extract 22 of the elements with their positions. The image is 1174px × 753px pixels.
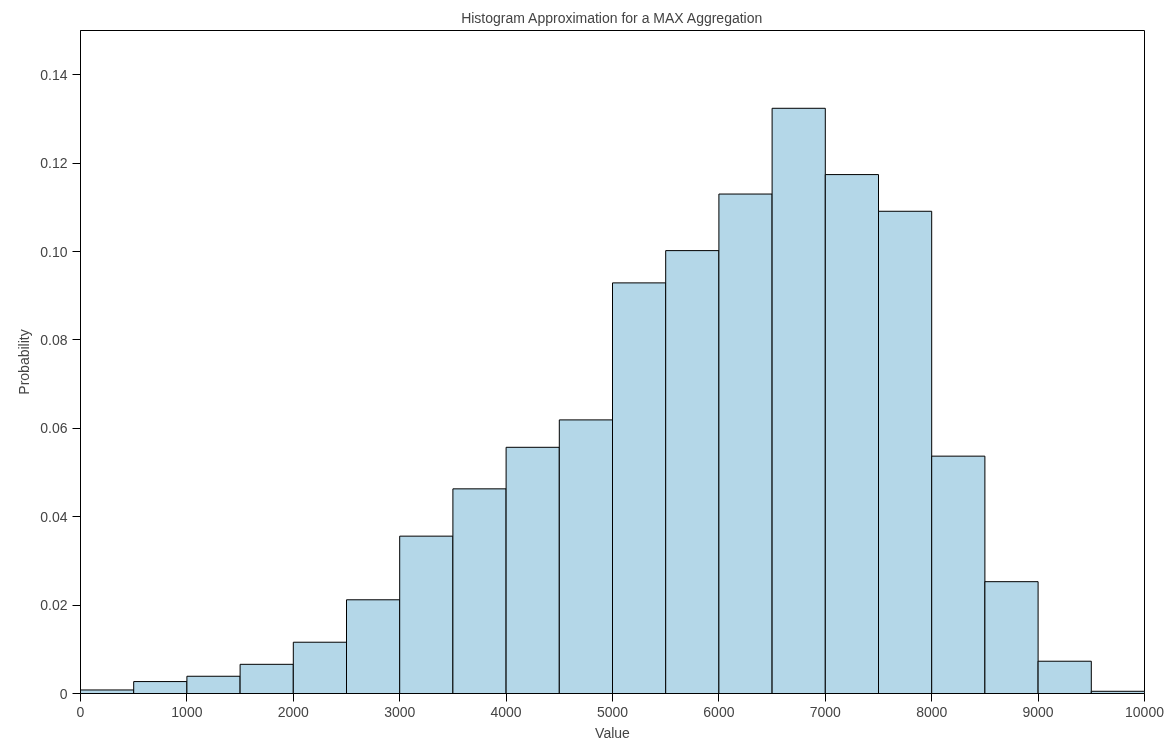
- x-tick-label: 3000: [384, 703, 416, 720]
- x-axis-title: Value: [595, 724, 631, 741]
- x-tick-label: 4000: [490, 703, 522, 720]
- chart-title: Histogram Approximation for a MAX Aggregation: [461, 9, 763, 26]
- x-tick-label: 9000: [1022, 703, 1054, 720]
- y-tick-label: 0: [59, 685, 68, 702]
- x-tick-label: 6000: [703, 703, 735, 720]
- x-tick-label: 5000: [596, 703, 629, 720]
- y-tick-label: 0.02: [40, 597, 68, 614]
- y-tick-label: 0.10: [40, 243, 68, 260]
- x-tick-label: 0: [76, 703, 85, 720]
- x-tick-label: 1000: [171, 703, 203, 720]
- y-tick-label: 0.04: [40, 508, 68, 525]
- x-tick-label: 8000: [916, 703, 948, 720]
- y-tick-label: 0.14: [40, 66, 68, 83]
- y-tick-label: 0.08: [40, 331, 68, 348]
- x-tick-label: 2000: [277, 703, 310, 720]
- y-tick-label: 0.12: [40, 155, 68, 172]
- x-tick-label: 10000: [1125, 703, 1165, 720]
- y-axis-title: Probability: [16, 329, 33, 395]
- x-tick-label: 7000: [809, 703, 842, 720]
- y-tick-label: 0.06: [40, 420, 68, 437]
